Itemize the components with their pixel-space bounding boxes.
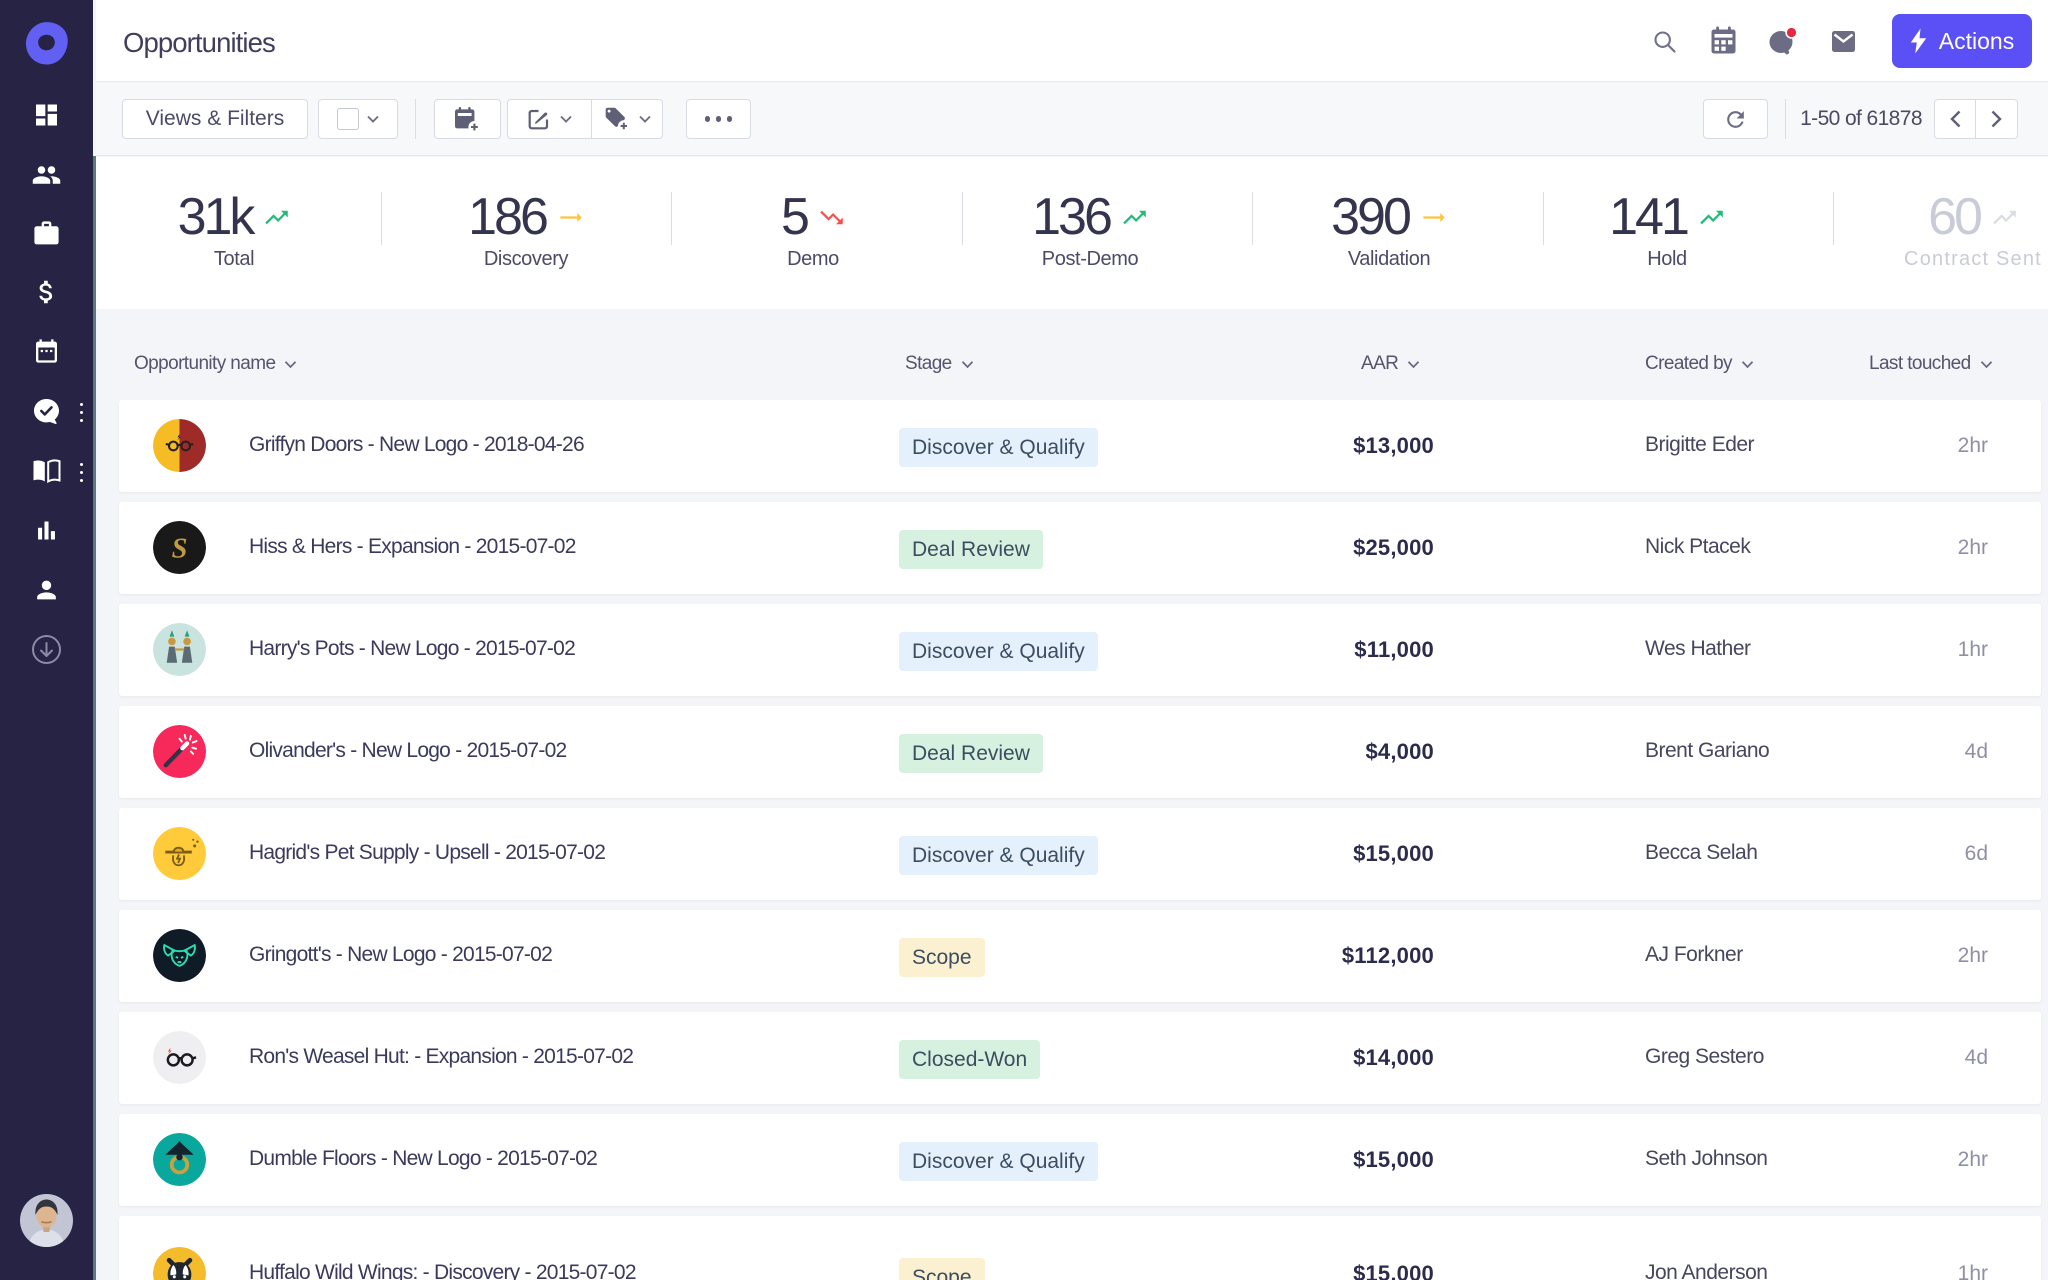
svg-text:S: S xyxy=(172,533,188,564)
